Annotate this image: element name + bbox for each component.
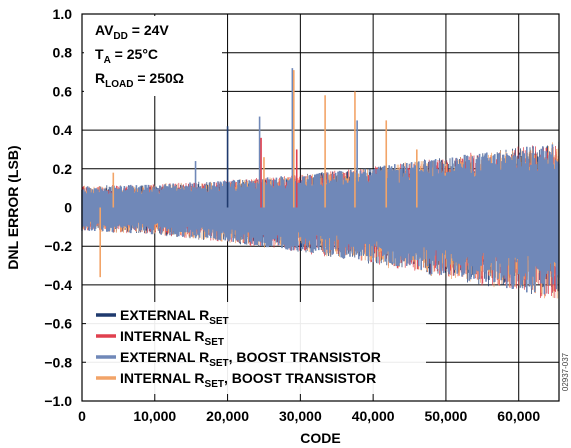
y-tick-label: −0.4	[44, 277, 72, 293]
y-tick-labels: 1.0 0.8 0.6 0.4 0.2 0 −0.2 −0.4 −0.6 −0.8 −1.0	[44, 6, 72, 409]
legend-entry: EXTERNAL RSET, BOOST TRANSISTOR	[120, 349, 381, 369]
y-tick-label: −0.6	[44, 316, 72, 332]
x-tick-labels: 0 10,000 20,000 30,000 40,000 50,000 60,000	[78, 408, 540, 424]
x-tick-label: 50,000	[425, 408, 468, 424]
y-tick-label: −0.8	[44, 354, 72, 370]
legend-entry: EXTERNAL RSET	[120, 307, 229, 327]
dnl-spikes	[99, 68, 418, 278]
y-tick-label: 0.2	[53, 161, 73, 177]
y-tick-label: 1.0	[53, 6, 73, 22]
plot-border	[81, 13, 560, 402]
y-tick-label: 0.8	[53, 45, 73, 61]
legend-entry: INTERNAL RSET	[120, 328, 224, 348]
legend-background	[86, 302, 426, 394]
figure-id: 02937-037	[561, 352, 570, 391]
x-tick-label: 40,000	[352, 408, 395, 424]
y-tick-label: 0	[64, 200, 72, 216]
conditions-background	[84, 16, 222, 96]
condition-line: RLOAD = 250Ω	[95, 70, 184, 90]
x-tick-label: 30,000	[279, 408, 322, 424]
x-tick-label: 60,000	[497, 408, 540, 424]
condition-line: TA = 25°C	[95, 46, 158, 66]
x-tick-label: 10,000	[133, 408, 176, 424]
x-tick-label: 20,000	[206, 408, 249, 424]
y-tick-label: 0.6	[53, 83, 73, 99]
x-axis-label: CODE	[300, 430, 340, 446]
test-conditions: AVDD = 24V TA = 25°C RLOAD = 250Ω	[84, 16, 222, 96]
x-tick-label: 0	[78, 408, 86, 424]
y-tick-label: −1.0	[44, 393, 72, 409]
condition-line: AVDD = 24V	[95, 22, 169, 42]
legend-entry: INTERNAL RSET, BOOST TRANSISTOR	[120, 370, 376, 390]
plot-frame	[81, 13, 560, 402]
y-tick-label: −0.2	[44, 238, 72, 254]
y-axis-label: DNL ERROR (LSB)	[5, 145, 21, 269]
y-tick-label: 0.4	[53, 122, 73, 138]
